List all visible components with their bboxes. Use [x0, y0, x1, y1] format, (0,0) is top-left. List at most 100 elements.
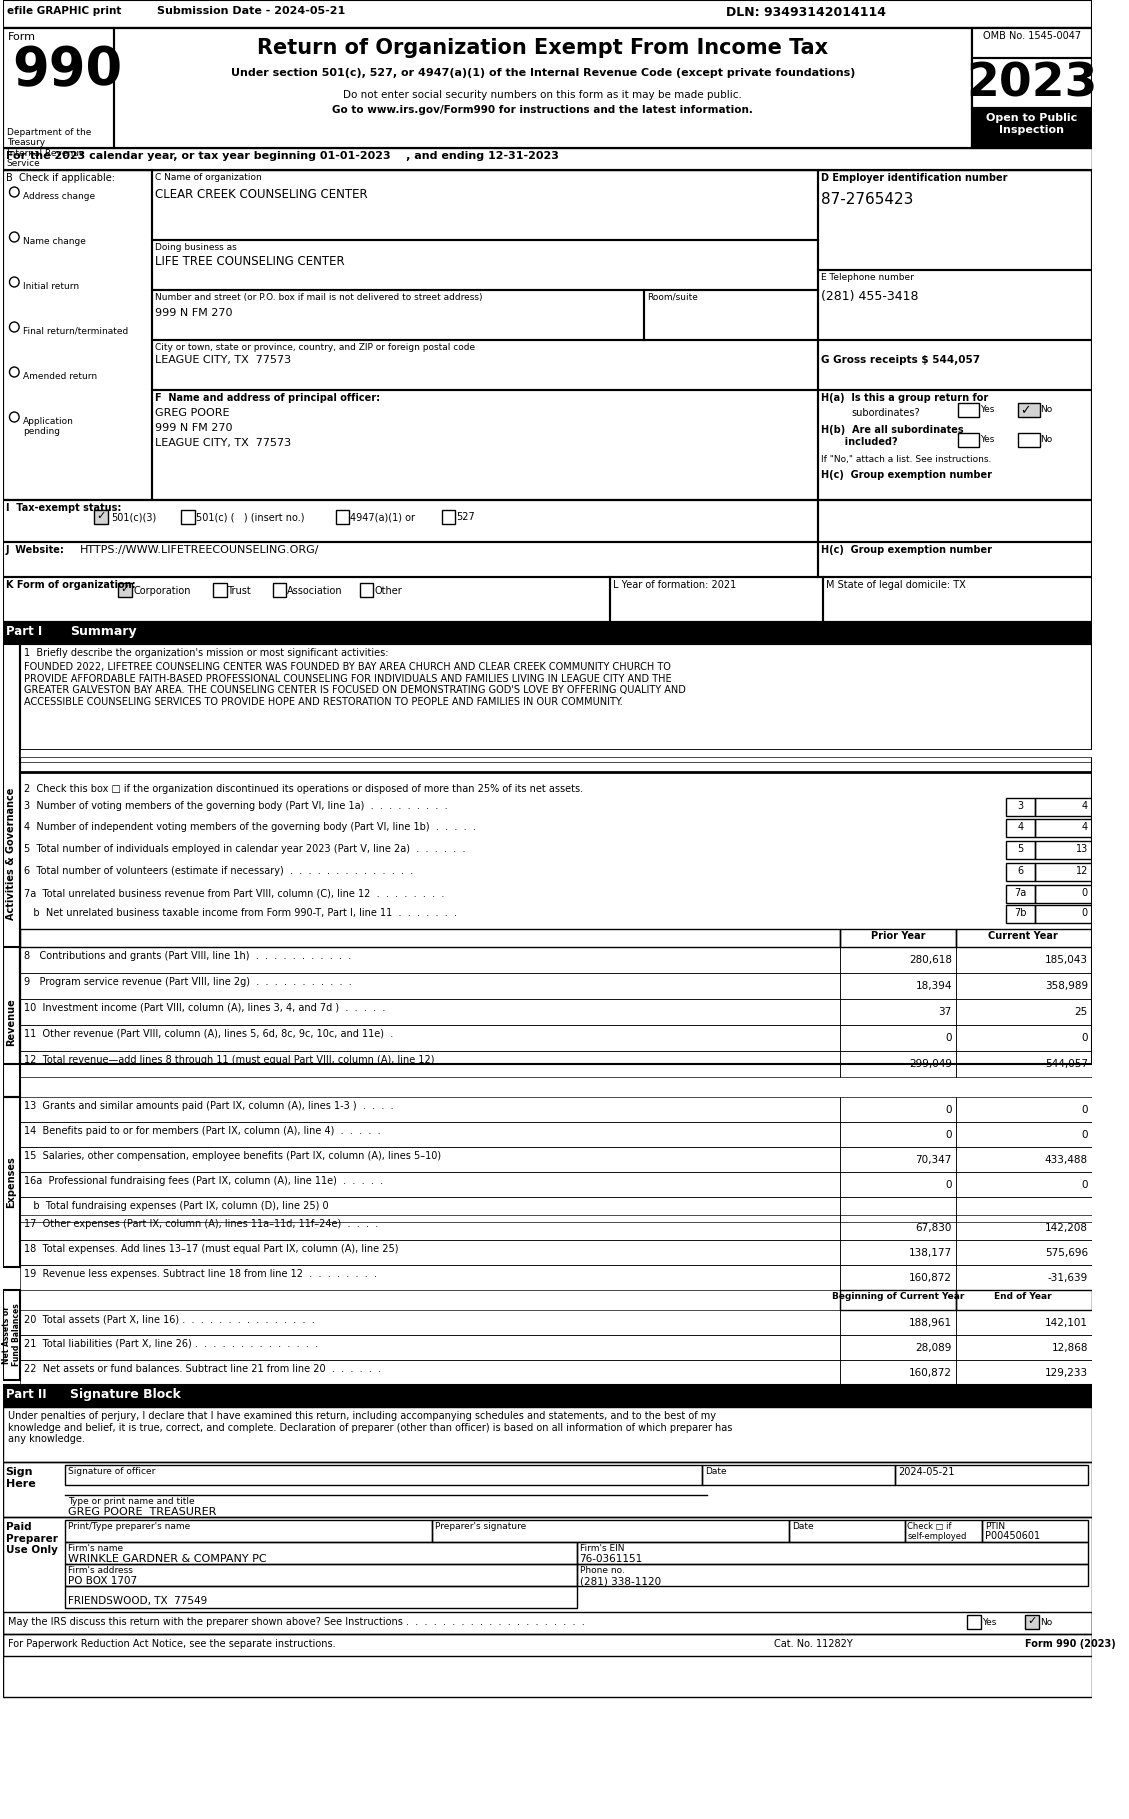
Text: Do not enter social security numbers on this form as it may be made public.: Do not enter social security numbers on … [343, 89, 743, 100]
Text: subordinates?: subordinates? [851, 407, 920, 418]
Text: Sign
Here: Sign Here [6, 1466, 35, 1488]
Bar [20, 1051, 840, 1077]
Text: HTTPS://WWW.LIFETREECOUNSELING.ORG/: HTTPS://WWW.LIFETREECOUNSELING.ORG/ [80, 546, 320, 555]
Bar [152, 340, 817, 389]
Text: ✓: ✓ [96, 511, 106, 520]
Bar [20, 1122, 840, 1148]
Text: Trust: Trust [227, 586, 252, 597]
Text: Application
pending: Application pending [23, 417, 73, 437]
Bar [702, 1464, 895, 1484]
Text: Yes: Yes [980, 406, 995, 415]
Text: B  Check if applicable:: B Check if applicable: [6, 173, 115, 184]
Text: Return of Organization Exempt From Income Tax: Return of Organization Exempt From Incom… [257, 38, 829, 58]
Text: Signature of officer: Signature of officer [69, 1466, 156, 1475]
Text: 527: 527 [456, 511, 475, 522]
Text: LEAGUE CITY, TX  77573: LEAGUE CITY, TX 77573 [155, 438, 291, 447]
Bar [181, 509, 194, 524]
Bar [1035, 799, 1092, 817]
Text: For Paperwork Reduction Act Notice, see the separate instructions.: For Paperwork Reduction Act Notice, see … [8, 1639, 335, 1650]
Text: Revenue: Revenue [7, 999, 17, 1046]
Text: 13  Grants and similar amounts paid (Part IX, column (A), lines 1-3 )  .  .  .  : 13 Grants and similar amounts paid (Part… [24, 1100, 394, 1111]
Bar [982, 1521, 1088, 1543]
Bar [972, 27, 1092, 58]
Text: 4  Number of independent voting members of the governing body (Part VI, line 1b): 4 Number of independent voting members o… [24, 822, 475, 831]
Text: FRIENDSWOOD, TX  77549: FRIENDSWOOD, TX 77549 [69, 1595, 208, 1606]
Text: 0: 0 [1082, 1033, 1088, 1042]
Bar [840, 1197, 956, 1222]
Bar [1006, 906, 1035, 922]
Bar [956, 1335, 1092, 1361]
Bar [2, 500, 817, 542]
Text: Amended return: Amended return [23, 373, 97, 380]
Text: L Year of formation: 2021: L Year of formation: 2021 [613, 580, 736, 589]
Bar [956, 1197, 1092, 1222]
Text: PTIN: PTIN [984, 1523, 1005, 1532]
Text: ✓: ✓ [1027, 1615, 1036, 1626]
Text: 67,830: 67,830 [916, 1222, 952, 1233]
Text: Firm's EIN: Firm's EIN [579, 1544, 624, 1553]
Text: b  Net unrelated business taxable income from Form 990-T, Part I, line 11  .  . : b Net unrelated business taxable income … [24, 908, 457, 919]
Text: No: No [1041, 435, 1053, 444]
Bar [114, 27, 972, 147]
Text: GREG POORE  TREASURER: GREG POORE TREASURER [69, 1506, 217, 1517]
Text: 4: 4 [1082, 822, 1088, 831]
Text: Go to www.irs.gov/Form990 for instructions and the latest information.: Go to www.irs.gov/Form990 for instructio… [332, 106, 753, 115]
Bar [956, 973, 1092, 999]
Bar [645, 289, 817, 340]
Text: 21  Total liabilities (Part X, line 26) .  .  .  .  .  .  .  .  .  .  .  .  .  .: 21 Total liabilities (Part X, line 26) .… [24, 1339, 318, 1350]
Text: 990: 990 [12, 44, 122, 96]
Bar [119, 584, 132, 597]
Bar [1035, 906, 1092, 922]
Text: 142,208: 142,208 [1044, 1222, 1088, 1233]
Text: 188,961: 188,961 [909, 1319, 952, 1328]
Text: 5: 5 [1017, 844, 1024, 853]
Text: Paid
Preparer
Use Only: Paid Preparer Use Only [6, 1523, 58, 1555]
Text: Firm's name: Firm's name [69, 1544, 123, 1553]
Bar [20, 1215, 840, 1241]
Bar [20, 1148, 840, 1171]
Bar [956, 1290, 1092, 1310]
Text: 87-2765423: 87-2765423 [821, 193, 913, 207]
Bar [840, 1122, 956, 1148]
Text: 5  Total number of individuals employed in calendar year 2023 (Part V, line 2a) : 5 Total number of individuals employed i… [24, 844, 465, 853]
Bar [2, 1633, 1092, 1655]
Bar [840, 1264, 956, 1290]
Text: 14  Benefits paid to or for members (Part IX, column (A), line 4)  .  .  .  .  .: 14 Benefits paid to or for members (Part… [24, 1126, 380, 1137]
Text: Prior Year: Prior Year [870, 931, 925, 940]
Bar [956, 999, 1092, 1024]
Text: LEAGUE CITY, TX  77573: LEAGUE CITY, TX 77573 [155, 355, 291, 366]
Bar [840, 1097, 956, 1122]
Bar [840, 1241, 956, 1264]
Text: 25: 25 [1075, 1008, 1088, 1017]
Bar [20, 1097, 840, 1122]
Bar [2, 644, 20, 1064]
Text: D Employer identification number: D Employer identification number [821, 173, 1007, 184]
Bar [956, 930, 1092, 948]
Text: C Name of organization: C Name of organization [155, 173, 262, 182]
Text: Corporation: Corporation [134, 586, 192, 597]
Text: 0: 0 [1082, 888, 1088, 899]
Bar [2, 577, 611, 622]
Text: Summary: Summary [70, 626, 137, 638]
Text: Expenses: Expenses [7, 1157, 17, 1208]
Text: Current Year: Current Year [988, 931, 1058, 940]
Text: If "No," attach a list. See instructions.: If "No," attach a list. See instructions… [821, 455, 991, 464]
Text: No: No [1041, 1617, 1053, 1626]
Text: (281) 455-3418: (281) 455-3418 [821, 289, 918, 304]
Bar [840, 1024, 956, 1051]
Bar [789, 1521, 904, 1543]
Text: 10  Investment income (Part VIII, column (A), lines 3, 4, and 7d )  .  .  .  .  : 10 Investment income (Part VIII, column … [24, 1002, 385, 1013]
Bar [1018, 404, 1040, 417]
Text: 2024-05-21: 2024-05-21 [898, 1466, 954, 1477]
Bar [840, 1290, 956, 1310]
Bar [152, 389, 817, 500]
Text: City or town, state or province, country, and ZIP or foreign postal code: City or town, state or province, country… [155, 344, 475, 353]
Bar [956, 1122, 1092, 1148]
Text: Activities & Governance: Activities & Governance [7, 788, 17, 920]
Bar [1035, 886, 1092, 902]
Text: 6: 6 [1017, 866, 1023, 877]
Text: Net Assets or
Fund Balances: Net Assets or Fund Balances [2, 1304, 21, 1366]
Text: PO BOX 1707: PO BOX 1707 [69, 1575, 138, 1586]
Text: 28,089: 28,089 [916, 1342, 952, 1353]
Bar [432, 1521, 789, 1543]
